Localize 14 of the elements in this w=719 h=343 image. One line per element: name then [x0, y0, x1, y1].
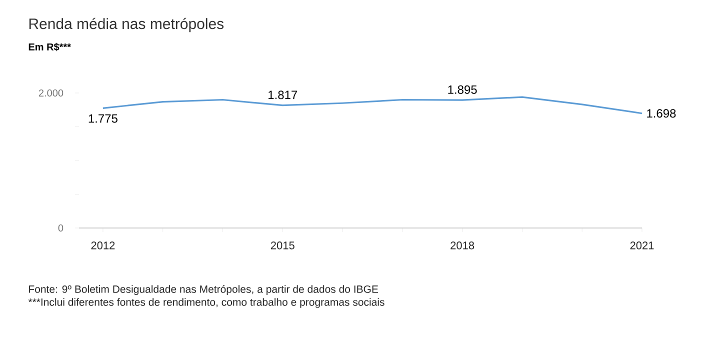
data-label: 1.895: [448, 85, 477, 94]
x-tick-label: 2015: [270, 242, 294, 250]
chart-subtitle: Em R$***: [28, 42, 71, 52]
y-tick-label: 0: [58, 224, 64, 232]
data-label: 1.775: [88, 114, 118, 123]
data-label: 1.698: [647, 109, 676, 118]
data-label: 1.817: [268, 90, 298, 100]
x-tick-label: 2018: [450, 242, 474, 250]
chart-title: Renda média nas metrópoles: [29, 18, 224, 32]
source-note: Fonte: 9º Boletim Desigualdade nas Metrópoles, a partir de dados do IBGE: [29, 285, 378, 295]
x-tick-label: 2021: [630, 242, 654, 250]
y-tick-label: 2.000: [38, 89, 64, 97]
x-tick-label: 2012: [91, 242, 115, 250]
text: ***Inclui diferentes fontes de rendimento, como trabalho e programas sociais: [28, 298, 384, 308]
